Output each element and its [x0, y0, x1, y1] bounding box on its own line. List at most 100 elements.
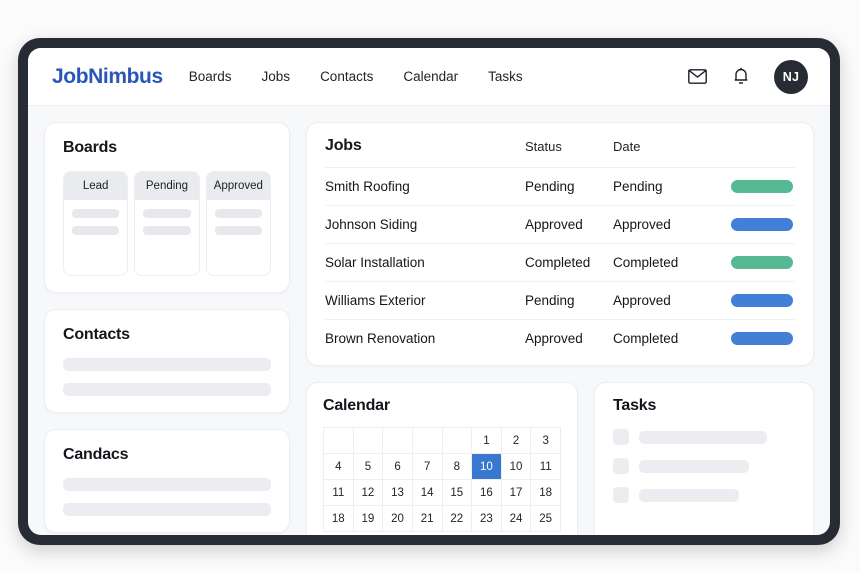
- job-status: Approved: [525, 217, 583, 232]
- calendar-day-13[interactable]: 13: [383, 480, 413, 506]
- calendar-day-22[interactable]: 22: [442, 506, 473, 532]
- candacs-card: Candacs: [44, 429, 290, 533]
- jobs-title: Jobs: [325, 137, 362, 154]
- tablet-device-frame: JobNimbus Boards Jobs Contacts Calendar …: [18, 38, 840, 545]
- job-progress-cell: [731, 294, 795, 307]
- job-name: Johnson Siding: [325, 217, 418, 232]
- calendar-day-5[interactable]: 5: [353, 454, 384, 480]
- contacts-title: Contacts: [63, 326, 130, 343]
- calendar-day-24[interactable]: 24: [501, 506, 532, 532]
- calendar-day-16[interactable]: 16: [472, 480, 502, 506]
- calendar-day-14[interactable]: 14: [412, 480, 443, 506]
- status-badge: [731, 294, 793, 307]
- job-name: Williams Exterior: [325, 293, 426, 308]
- task-checkbox[interactable]: [613, 429, 629, 445]
- job-date: Approved: [613, 217, 671, 232]
- calendar-day-25[interactable]: 25: [531, 506, 561, 532]
- board-column-cards: [64, 200, 127, 244]
- calendar-day-18[interactable]: 18: [324, 506, 354, 532]
- calendar-card: Calendar 1 2 3 4 5 6 7 8 10 10 11 11 12 13 14 15 16 17 18 1…: [306, 382, 578, 535]
- nav-item-jobs[interactable]: Jobs: [261, 69, 291, 84]
- calendar-cell-empty: [412, 428, 443, 454]
- nav-actions: NJ: [686, 59, 808, 94]
- status-badge: [731, 256, 793, 269]
- calendar-day-10[interactable]: 10: [472, 454, 502, 480]
- calendar-day-18[interactable]: 18: [531, 480, 561, 506]
- dashboard-content: Boards Lead Pending: [28, 106, 830, 535]
- calendar-day-1[interactable]: 1: [472, 428, 502, 454]
- avatar[interactable]: NJ: [774, 59, 808, 94]
- placeholder-bar: [143, 226, 191, 235]
- calendar-cell-empty: [442, 428, 473, 454]
- board-column-lead[interactable]: Lead: [63, 171, 129, 276]
- calendar-day-15[interactable]: 15: [442, 480, 473, 506]
- boards-card: Boards Lead Pending: [44, 122, 290, 293]
- job-name: Smith Roofing: [325, 179, 410, 194]
- calendar-day-6[interactable]: 6: [383, 454, 413, 480]
- calendar-day-12[interactable]: 12: [353, 480, 384, 506]
- calendar-day-20[interactable]: 20: [383, 506, 413, 532]
- contacts-placeholder-list: [63, 358, 271, 396]
- tasks-list: [613, 429, 795, 503]
- placeholder-bar: [63, 478, 271, 491]
- board-column-cards: [207, 200, 270, 244]
- calendar-day-23[interactable]: 23: [472, 506, 502, 532]
- job-name: Solar Installation: [325, 255, 425, 270]
- jobs-card: Jobs Status Date Smith Roofing Pending P…: [306, 122, 814, 366]
- board-column-label: Pending: [135, 172, 199, 200]
- table-row[interactable]: Johnson Siding Approved Approved: [325, 206, 795, 244]
- table-row[interactable]: Brown Renovation Approved Completed: [325, 320, 795, 357]
- nav-item-contacts[interactable]: Contacts: [320, 69, 374, 84]
- tasks-card: Tasks: [594, 382, 814, 535]
- jobs-header-date: Date: [613, 138, 641, 154]
- bottom-row: Calendar 1 2 3 4 5 6 7 8 10 10 11 11 12 13 14 15 16 17 18 1…: [306, 382, 814, 535]
- placeholder-bar: [72, 209, 120, 218]
- placeholder-bar: [214, 209, 262, 218]
- main-nav: Boards Jobs Contacts Calendar Tasks: [189, 69, 523, 84]
- nav-item-boards[interactable]: Boards: [188, 69, 232, 84]
- calendar-day-3[interactable]: 3: [531, 428, 561, 454]
- calendar-day-21[interactable]: 21: [412, 506, 443, 532]
- top-navigation-bar: JobNimbus Boards Jobs Contacts Calendar …: [28, 48, 830, 106]
- placeholder-bar: [639, 459, 749, 473]
- placeholder-bar: [143, 209, 191, 218]
- job-progress-cell: [731, 180, 795, 193]
- calendar-day-11[interactable]: 11: [531, 454, 561, 480]
- calendar-day-8[interactable]: 8: [442, 454, 473, 480]
- calendar-cell-empty: [324, 428, 354, 454]
- list-item[interactable]: [613, 487, 795, 503]
- calendar-day-17[interactable]: 17: [501, 480, 532, 506]
- placeholder-bar: [63, 503, 271, 516]
- tasks-title: Tasks: [613, 397, 657, 414]
- nav-item-calendar[interactable]: Calendar: [403, 69, 459, 84]
- boards-title: Boards: [63, 139, 117, 156]
- task-checkbox[interactable]: [613, 458, 629, 474]
- nav-item-tasks[interactable]: Tasks: [488, 69, 523, 84]
- calendar-day-10[interactable]: 10: [501, 454, 532, 480]
- job-date: Pending: [613, 179, 663, 194]
- boards-columns: Lead Pending: [63, 171, 271, 276]
- board-column-label: Lead: [64, 172, 128, 200]
- bell-icon[interactable]: [730, 66, 752, 88]
- calendar-day-7[interactable]: 7: [412, 454, 443, 480]
- task-checkbox[interactable]: [613, 487, 629, 503]
- table-row[interactable]: Smith Roofing Pending Pending: [325, 168, 795, 206]
- contacts-card: Contacts: [44, 309, 290, 413]
- calendar-day-2[interactable]: 2: [501, 428, 532, 454]
- job-date: Approved: [613, 293, 671, 308]
- placeholder-bar: [639, 430, 767, 444]
- calendar-day-4[interactable]: 4: [324, 454, 354, 480]
- table-row[interactable]: Williams Exterior Pending Approved: [325, 282, 795, 320]
- list-item[interactable]: [613, 429, 795, 445]
- mail-icon[interactable]: [686, 66, 708, 88]
- calendar-day-19[interactable]: 19: [353, 506, 384, 532]
- calendar-cell-empty: [353, 428, 384, 454]
- table-row[interactable]: Solar Installation Completed Completed: [325, 244, 795, 282]
- calendar-grid: 1 2 3 4 5 6 7 8 10 10 11 11 12 13 14 15 16 17 18 18 19 20 21 22…: [323, 427, 561, 532]
- list-item[interactable]: [613, 458, 795, 474]
- board-column-approved[interactable]: Approved: [205, 171, 271, 276]
- job-progress-cell: [731, 332, 795, 345]
- calendar-day-11[interactable]: 11: [324, 480, 354, 506]
- app-logo[interactable]: JobNimbus: [52, 64, 163, 88]
- board-column-pending[interactable]: Pending: [134, 171, 200, 276]
